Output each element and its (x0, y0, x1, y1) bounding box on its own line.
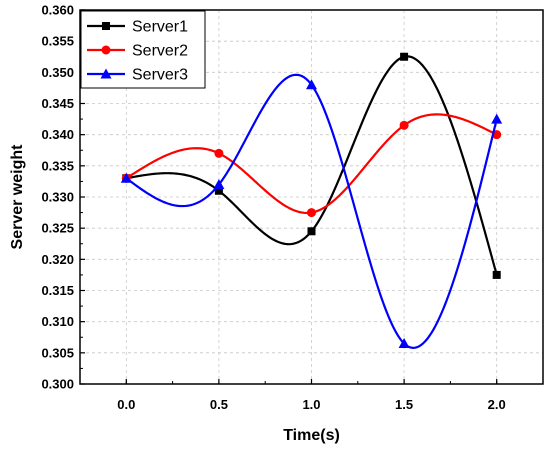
y-tick-label: 0.335 (41, 158, 74, 173)
legend-item-server2: Server2 (87, 43, 188, 60)
x-tick-label: 0.5 (210, 397, 228, 412)
legend-marker (100, 68, 112, 79)
y-tick-label: 0.305 (41, 345, 74, 360)
y-tick-label: 0.350 (41, 65, 74, 80)
legend-marker (101, 45, 111, 55)
data-point (492, 270, 501, 279)
data-point (307, 208, 316, 218)
x-axis: 0.0 0.5 1.0 1.5 2.0 (79, 379, 544, 412)
legend-label: Server1 (132, 19, 188, 36)
x-tick-label: 2.0 (488, 397, 506, 412)
legend-label: Server3 (132, 67, 188, 84)
data-point (398, 337, 410, 348)
y-tick-label: 0.320 (41, 252, 74, 267)
data-point (306, 79, 317, 90)
series-group (120, 52, 503, 349)
y-tick-label: 0.360 (41, 3, 74, 18)
data-point (120, 172, 132, 183)
x-tick-label: 1.5 (395, 397, 413, 412)
legend-label: Server2 (132, 43, 188, 60)
x-tick-label: 1.0 (302, 397, 320, 412)
y-tick-label: 0.355 (41, 34, 74, 49)
legend-item-server3: Server3 (87, 67, 188, 84)
y-tick-label: 0.325 (41, 221, 74, 236)
y-tick-label: 0.340 (41, 127, 74, 142)
y-tick-label: 0.330 (41, 190, 74, 205)
y-axis-title: Server weight (9, 144, 26, 250)
data-point (307, 227, 316, 236)
y-tick-label: 0.300 (41, 377, 74, 392)
legend-item-server1: Server1 (87, 19, 188, 36)
y-tick-label: 0.345 (41, 96, 74, 111)
data-point (213, 179, 225, 190)
legend: Server1 Server2 Server3 (80, 10, 206, 89)
y-tick-label: 0.315 (41, 283, 74, 298)
y-tick-label: 0.310 (41, 314, 74, 329)
data-point (399, 120, 409, 130)
y-axis: 0.300 0.305 0.310 0.315 0.320 0.325 0.330 0.335… (41, 3, 85, 392)
series-server3 (120, 73, 503, 349)
x-tick-label: 0.0 (117, 397, 135, 412)
data-point (491, 113, 503, 124)
data-point (214, 148, 224, 158)
data-point (214, 186, 223, 195)
data-point (400, 52, 409, 61)
x-axis-title: Time(s) (283, 427, 340, 444)
legend-marker (102, 22, 110, 30)
